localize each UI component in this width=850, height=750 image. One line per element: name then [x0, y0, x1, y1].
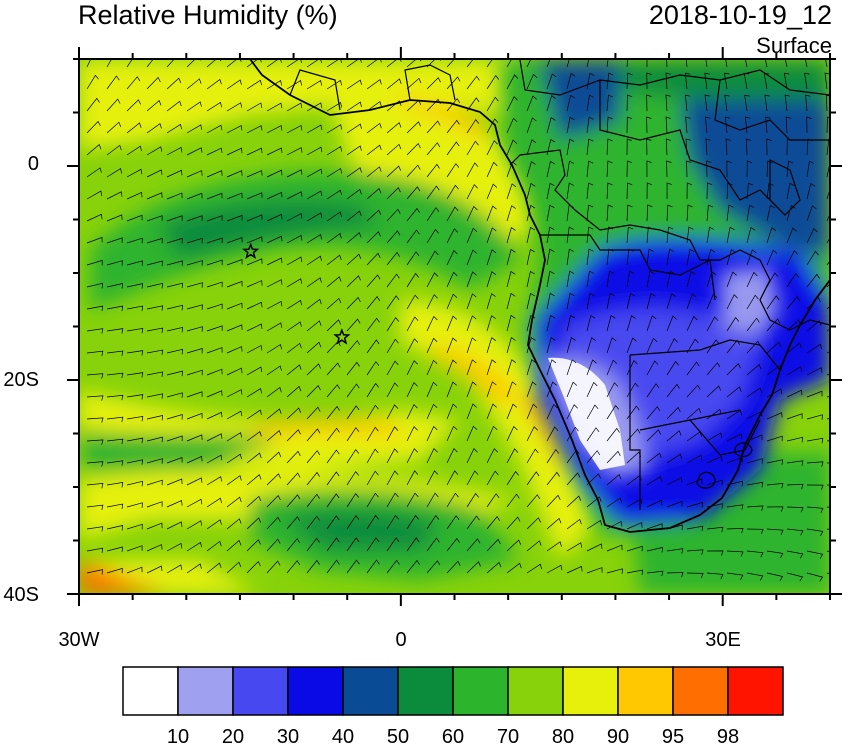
x-label-30e: 30E	[705, 629, 741, 651]
colorbar-label: 95	[661, 726, 685, 748]
colorbar-swatch	[397, 666, 454, 716]
colorbar-label: 30	[276, 726, 300, 748]
colorbar-label: 98	[716, 726, 740, 748]
colorbar-swatch	[232, 666, 289, 716]
colorbar-label: 20	[221, 726, 245, 748]
colorbar-label: 70	[496, 726, 520, 748]
x-label-0: 0	[395, 629, 407, 651]
star-icon	[241, 242, 260, 260]
colorbar-swatch	[507, 666, 564, 716]
colorbar-swatch	[727, 666, 784, 716]
colorbar-swatch	[562, 666, 619, 716]
colorbar-swatch	[342, 666, 399, 716]
axis-ticks	[67, 47, 842, 606]
vertical-level: Surface	[756, 33, 832, 58]
colorbar-label: 50	[386, 726, 410, 748]
y-label-40s: 40S	[3, 584, 39, 606]
colorbar	[122, 666, 784, 716]
colorbar-swatch	[287, 666, 344, 716]
colorbar-swatch	[452, 666, 509, 716]
colorbar-swatch	[177, 666, 234, 716]
map-title: Relative Humidity (%)	[78, 0, 338, 30]
colorbar-label: 90	[606, 726, 630, 748]
humidity-field	[79, 59, 830, 594]
y-label-0: 0	[27, 153, 39, 175]
colorbar-swatch	[672, 666, 729, 716]
valid-time: 2018-10-19_12	[648, 0, 832, 30]
y-label-20s: 20S	[3, 369, 39, 391]
x-label-30w: 30W	[58, 629, 100, 651]
colorbar-label: 60	[441, 726, 465, 748]
colorbar-label: 40	[331, 726, 355, 748]
coastlines	[249, 59, 830, 533]
colorbar-label: 10	[166, 726, 190, 748]
colorbar-swatch	[617, 666, 674, 716]
star-icon	[333, 328, 351, 345]
colorbar-label: 80	[551, 726, 575, 748]
colorbar-swatch	[122, 666, 179, 716]
